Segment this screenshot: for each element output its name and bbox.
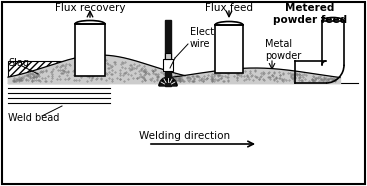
Text: Electrode
wire: Electrode wire [190, 27, 236, 49]
Bar [163, 59, 173, 71]
Text: Flux feed: Flux feed [205, 3, 253, 13]
Bar [165, 53, 171, 59]
Bar [215, 25, 243, 73]
Text: Welding direction: Welding direction [139, 131, 230, 141]
Text: Metered
powder feed: Metered powder feed [273, 3, 347, 25]
Wedge shape [159, 77, 177, 86]
Text: Flux recovery: Flux recovery [55, 3, 125, 13]
Bar [8, 61, 108, 83]
Text: Weld bead: Weld bead [8, 113, 59, 123]
Text: Slag: Slag [8, 58, 29, 68]
Text: Metal
powder: Metal powder [265, 39, 301, 61]
Bar [75, 24, 105, 76]
Bar [165, 20, 171, 86]
